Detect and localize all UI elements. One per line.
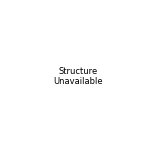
Text: Structure
Unavailable: Structure Unavailable <box>53 67 103 86</box>
